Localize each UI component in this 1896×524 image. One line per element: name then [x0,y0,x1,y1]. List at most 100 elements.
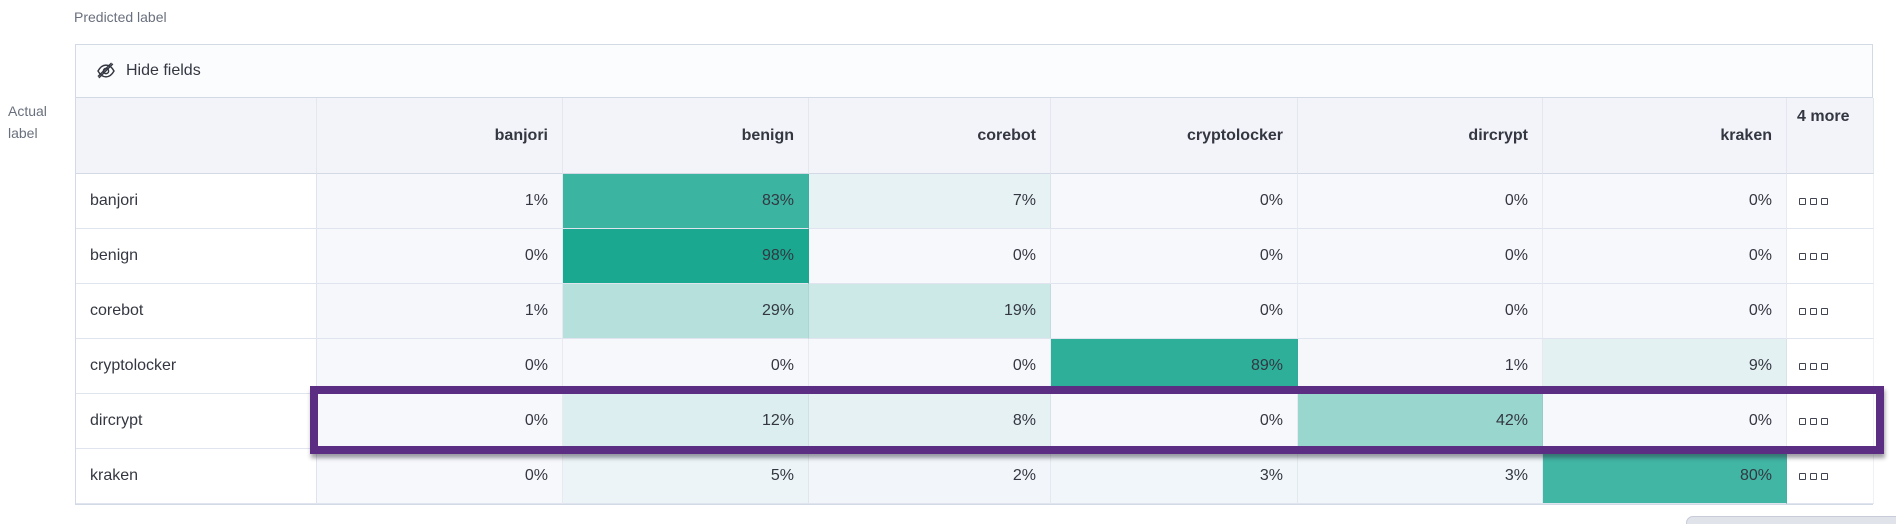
matrix-cell-dircrypt-cryptolocker[interactable]: 0% [1051,394,1298,449]
matrix-cell-benign-cryptolocker[interactable]: 0% [1051,229,1298,284]
matrix-cell-benign-benign[interactable]: 98% [563,229,809,284]
matrix-cell-kraken-cryptolocker[interactable]: 3% [1051,449,1298,504]
cell-value: 1% [524,302,548,319]
matrix-cell-cryptolocker-corebot[interactable]: 0% [809,339,1051,394]
hide-fields-label: Hide fields [126,62,201,79]
matrix-cell-kraken-benign[interactable]: 5% [563,449,809,504]
row-label-benign[interactable]: benign [76,229,317,284]
cell-value: 7% [1012,192,1036,209]
horizontal-scrollbar-thumb[interactable] [1686,516,1896,524]
row-actions-button-dircrypt[interactable] [1787,394,1874,449]
matrix-cell-cryptolocker-dircrypt[interactable]: 1% [1298,339,1543,394]
boxes-horizontal-icon [1810,472,1817,480]
matrix-cell-benign-kraken[interactable]: 0% [1543,229,1787,284]
cell-value: 0% [1504,247,1528,264]
row-label-kraken[interactable]: kraken [76,449,317,504]
cell-value: 0% [1748,247,1772,264]
column-header-kraken[interactable]: kraken [1543,98,1787,174]
matrix-cell-corebot-corebot[interactable]: 19% [809,284,1051,339]
boxes-horizontal-icon [1799,252,1806,260]
boxes-horizontal-icon [1810,252,1817,260]
column-header-benign[interactable]: benign [563,98,809,174]
row-label-banjori[interactable]: banjori [76,174,317,229]
boxes-horizontal-icon [1821,362,1828,370]
matrix-cell-banjori-cryptolocker[interactable]: 0% [1051,174,1298,229]
boxes-horizontal-icon [1799,197,1806,205]
cell-value: 0% [1012,357,1036,374]
matrix-cell-benign-banjori[interactable]: 0% [317,229,563,284]
matrix-cell-banjori-dircrypt[interactable]: 0% [1298,174,1543,229]
matrix-cell-dircrypt-benign[interactable]: 12% [563,394,809,449]
row-actions-button-corebot[interactable] [1787,284,1874,339]
row-label-corebot[interactable]: corebot [76,284,317,339]
boxes-horizontal-icon [1810,307,1817,315]
matrix-cell-benign-corebot[interactable]: 0% [809,229,1051,284]
boxes-horizontal-icon [1821,472,1828,480]
actual-axis-label-line2: label [8,125,38,141]
matrix-cell-corebot-cryptolocker[interactable]: 0% [1051,284,1298,339]
row-actions-button-banjori[interactable] [1787,174,1874,229]
cell-value: 0% [1259,192,1283,209]
column-header-banjori[interactable]: banjori [317,98,563,174]
matrix-cell-benign-dircrypt[interactable]: 0% [1298,229,1543,284]
boxes-horizontal-icon [1821,252,1828,260]
cell-value: 0% [1259,247,1283,264]
matrix-cell-corebot-kraken[interactable]: 0% [1543,284,1787,339]
row-actions-button-kraken[interactable] [1787,449,1874,504]
matrix-cell-banjori-benign[interactable]: 83% [563,174,809,229]
boxes-horizontal-icon [1799,362,1806,370]
boxes-horizontal-icon [1821,417,1828,425]
column-header-dircrypt[interactable]: dircrypt [1298,98,1543,174]
cell-value: 1% [1504,357,1528,374]
column-header-cryptolocker[interactable]: cryptolocker [1051,98,1298,174]
cell-value: 0% [1748,192,1772,209]
matrix-cell-dircrypt-dircrypt[interactable]: 42% [1298,394,1543,449]
matrix-cell-corebot-banjori[interactable]: 1% [317,284,563,339]
confusion-matrix-grid: banjori benign corebot cryptolocker dircrypt… [76,98,1874,504]
cell-value: 2% [1012,467,1036,484]
matrix-cell-corebot-dircrypt[interactable]: 0% [1298,284,1543,339]
column-header-more[interactable]: 4 more [1787,98,1874,174]
boxes-horizontal-icon [1799,472,1806,480]
hide-fields-button[interactable]: Hide fields [96,61,201,81]
boxes-horizontal-icon [1810,417,1817,425]
matrix-cell-dircrypt-banjori[interactable]: 0% [317,394,563,449]
cell-value: 3% [1504,467,1528,484]
matrix-cell-banjori-corebot[interactable]: 7% [809,174,1051,229]
matrix-cell-kraken-banjori[interactable]: 0% [317,449,563,504]
cell-value: 19% [1003,302,1036,319]
predicted-axis-label: Predicted label [74,9,167,25]
matrix-cell-banjori-banjori[interactable]: 1% [317,174,563,229]
cell-value: 0% [1259,302,1283,319]
cell-value: 0% [770,357,794,374]
row-label-dircrypt[interactable]: dircrypt [76,394,317,449]
data-grid: Hide fields banjori benign corebot cryptolo… [75,44,1874,505]
cell-value: 0% [524,247,548,264]
matrix-cell-kraken-corebot[interactable]: 2% [809,449,1051,504]
matrix-cell-cryptolocker-kraken[interactable]: 9% [1543,339,1787,394]
cell-value: 0% [1748,412,1772,429]
column-header-corebot[interactable]: corebot [809,98,1051,174]
matrix-cell-cryptolocker-banjori[interactable]: 0% [317,339,563,394]
cell-value: 0% [1748,302,1772,319]
matrix-cell-kraken-kraken[interactable]: 80% [1543,449,1787,504]
matrix-cell-dircrypt-kraken[interactable]: 0% [1543,394,1787,449]
cell-value: 9% [1748,357,1772,374]
matrix-cell-corebot-benign[interactable]: 29% [563,284,809,339]
boxes-horizontal-icon [1799,417,1806,425]
cell-value: 0% [1259,412,1283,429]
boxes-horizontal-icon [1799,307,1806,315]
cell-value: 0% [1012,247,1036,264]
matrix-cell-kraken-dircrypt[interactable]: 3% [1298,449,1543,504]
actual-axis-label: Actual label [8,100,47,144]
matrix-cell-banjori-kraken[interactable]: 0% [1543,174,1787,229]
cell-value: 29% [761,302,794,319]
matrix-cell-cryptolocker-benign[interactable]: 0% [563,339,809,394]
cell-value: 5% [770,467,794,484]
matrix-cell-cryptolocker-cryptolocker[interactable]: 89% [1051,339,1298,394]
cell-value: 42% [1495,412,1528,429]
row-label-cryptolocker[interactable]: cryptolocker [76,339,317,394]
matrix-cell-dircrypt-corebot[interactable]: 8% [809,394,1051,449]
row-actions-button-cryptolocker[interactable] [1787,339,1874,394]
row-actions-button-benign[interactable] [1787,229,1874,284]
